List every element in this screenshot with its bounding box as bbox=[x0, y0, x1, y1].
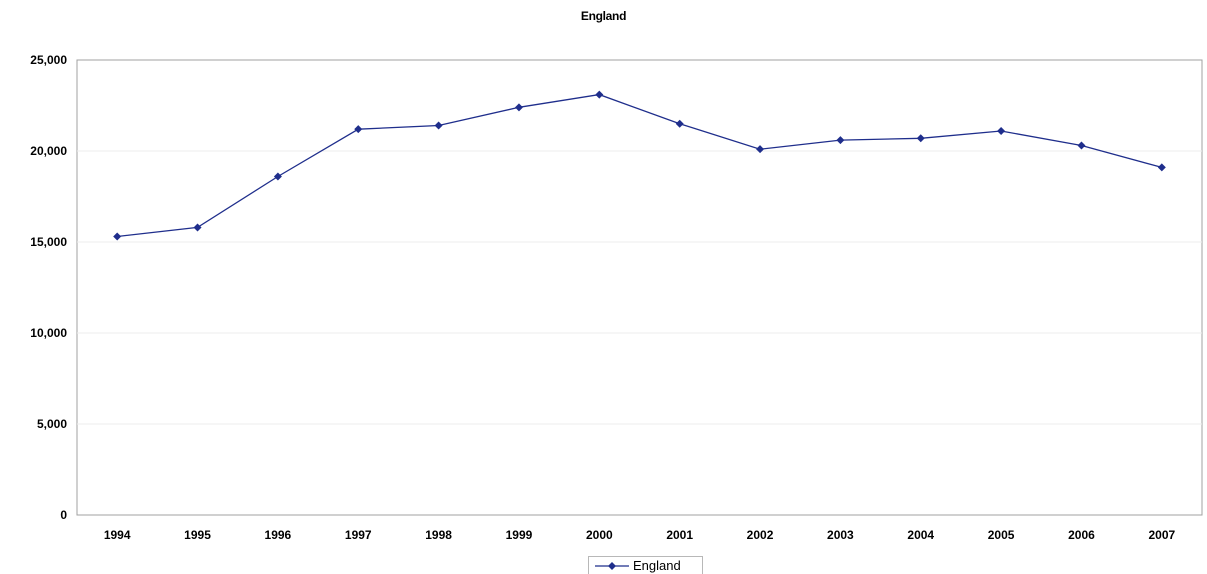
x-tick-label: 2001 bbox=[666, 528, 693, 542]
y-tick-label: 20,000 bbox=[30, 144, 67, 158]
data-point bbox=[354, 125, 363, 134]
x-tick-label: 1995 bbox=[184, 528, 211, 542]
x-axis-ticks: 1994 1995 1996 1997 1998 1999 2000 2001 2002 2003… bbox=[104, 528, 1176, 542]
data-point bbox=[1157, 163, 1166, 172]
x-tick-label: 2004 bbox=[907, 528, 934, 542]
y-tick-label: 0 bbox=[60, 508, 67, 522]
data-point bbox=[1077, 141, 1086, 150]
x-tick-label: 1997 bbox=[345, 528, 372, 542]
data-point bbox=[836, 136, 845, 145]
x-tick-label: 2002 bbox=[747, 528, 774, 542]
gridlines bbox=[77, 150, 1202, 425]
data-point bbox=[514, 103, 523, 112]
data-point bbox=[193, 223, 202, 232]
data-point bbox=[997, 126, 1006, 135]
x-tick-label: 1994 bbox=[104, 528, 131, 542]
x-tick-label: 2006 bbox=[1068, 528, 1095, 542]
y-tick-label: 10,000 bbox=[30, 326, 67, 340]
x-tick-label: 1996 bbox=[265, 528, 292, 542]
legend: England bbox=[588, 556, 703, 574]
series-england bbox=[113, 90, 1166, 241]
x-tick-label: 2000 bbox=[586, 528, 613, 542]
y-axis-ticks: 0 5,000 10,000 15,000 20,000 25,000 bbox=[30, 53, 67, 522]
data-point bbox=[273, 172, 282, 181]
data-point bbox=[595, 90, 604, 99]
x-tick-label: 1998 bbox=[425, 528, 452, 542]
y-tick-label: 5,000 bbox=[37, 417, 67, 431]
y-tick-label: 15,000 bbox=[30, 235, 67, 249]
legend-marker-icon bbox=[595, 561, 629, 570]
data-point bbox=[675, 119, 684, 128]
x-tick-label: 2007 bbox=[1148, 528, 1175, 542]
data-point bbox=[916, 134, 925, 143]
chart-title: England bbox=[580, 9, 627, 23]
data-point bbox=[434, 121, 443, 130]
series-line bbox=[117, 93, 1162, 238]
x-tick-label: 1999 bbox=[506, 528, 533, 542]
data-point bbox=[113, 232, 122, 241]
plot-area bbox=[76, 59, 1203, 516]
legend-label-england: England bbox=[633, 558, 681, 573]
x-tick-label: 2003 bbox=[827, 528, 854, 542]
data-point bbox=[756, 145, 765, 154]
y-tick-label: 25,000 bbox=[30, 53, 67, 67]
x-tick-label: 2005 bbox=[988, 528, 1015, 542]
